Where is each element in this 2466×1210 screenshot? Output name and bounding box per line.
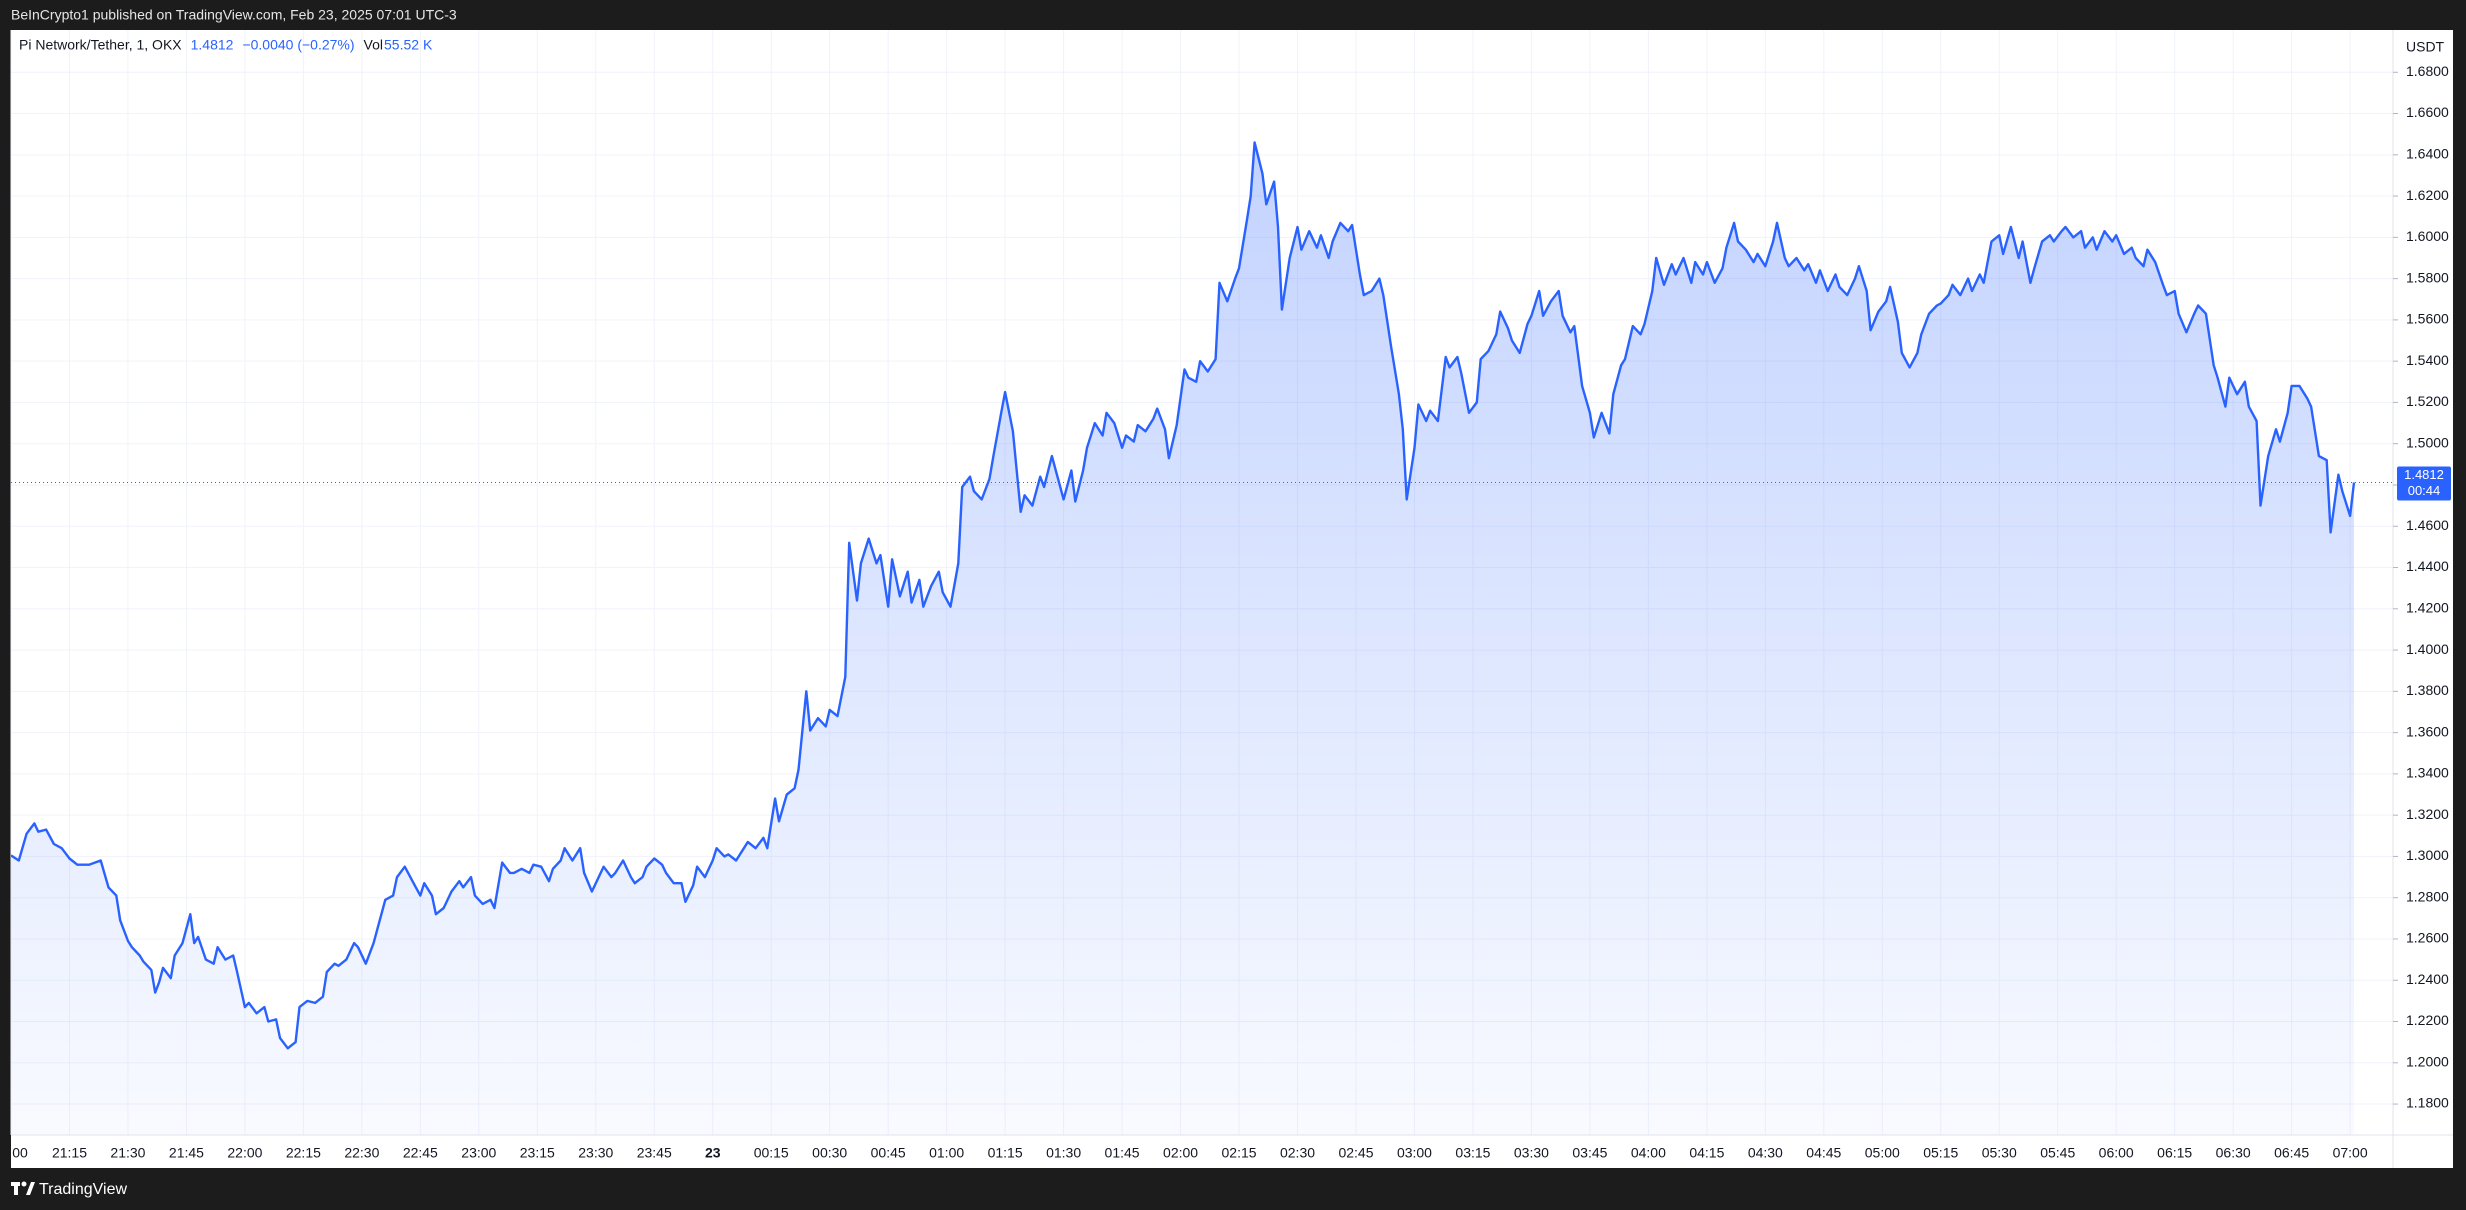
x-tick-label: 22:00: [227, 1145, 262, 1161]
y-tick-label: 1.3000: [2406, 847, 2449, 863]
x-tick-label: 04:45: [1806, 1145, 1841, 1161]
x-tick-label: 02:30: [1280, 1145, 1315, 1161]
x-tick-label: 21:15: [52, 1145, 87, 1161]
x-tick-label: 05:15: [1923, 1145, 1958, 1161]
x-tick-label: 04:00: [1631, 1145, 1666, 1161]
x-tick-label: 01:00: [929, 1145, 964, 1161]
axes: 1.1800 1.2000 1.2200 1.2400 1.2600 1.2800 1.30…: [12, 63, 2451, 1161]
x-tick-label: 22:15: [286, 1145, 321, 1161]
x-tick-label: 01:45: [1105, 1145, 1140, 1161]
x-tick-label: 03:00: [1397, 1145, 1432, 1161]
y-tick-label: 1.4200: [2406, 599, 2449, 615]
logo-part: [21, 1181, 27, 1187]
x-tick-label: 23:45: [637, 1145, 672, 1161]
y-tick-label: 1.3800: [2406, 682, 2449, 698]
x-tick-label: 03:45: [1572, 1145, 1607, 1161]
x-tick-label: 23:00: [461, 1145, 496, 1161]
x-tick-label: 03:15: [1455, 1145, 1490, 1161]
x-tick-label: 22:45: [403, 1145, 438, 1161]
x-tick-label: 06:15: [2157, 1145, 2192, 1161]
x-tick-label: 00: [12, 1145, 28, 1161]
legend-volume-label: Vol: [364, 37, 383, 53]
plot: [11, 141, 2393, 1135]
y-tick-label: 1.2600: [2406, 930, 2449, 946]
x-tick-label: 21:45: [169, 1145, 204, 1161]
y-tick-label: 1.1800: [2406, 1095, 2449, 1111]
y-tick-label: 1.2800: [2406, 888, 2449, 904]
x-tick-label: 23: [705, 1145, 721, 1161]
x-tick-label: 05:00: [1865, 1145, 1900, 1161]
x-tick-label: 00:30: [812, 1145, 847, 1161]
last-price-badge: [2397, 466, 2451, 501]
x-tick-label: 06:45: [2274, 1145, 2309, 1161]
x-tick-label: 01:30: [1046, 1145, 1081, 1161]
y-tick-label: 1.6200: [2406, 187, 2449, 203]
last-price-label: 1.4812: [2404, 467, 2444, 482]
x-tick-label: 21:30: [110, 1145, 145, 1161]
logo-part: [26, 1182, 35, 1195]
y-tick-label: 1.6000: [2406, 228, 2449, 244]
y-tick-label: 1.5000: [2406, 434, 2449, 450]
x-tick-label: 04:30: [1748, 1145, 1783, 1161]
x-tick-label: 22:30: [344, 1145, 379, 1161]
y-tick-label: 1.6800: [2406, 63, 2449, 79]
y-tick-label: 1.6400: [2406, 146, 2449, 162]
price-line: [11, 141, 2356, 1050]
x-tick-label: 01:15: [988, 1145, 1023, 1161]
y-tick-label: 1.2400: [2406, 971, 2449, 987]
x-tick-label: 00:15: [754, 1145, 789, 1161]
y-tick-label: 1.5400: [2406, 352, 2449, 368]
x-tick-label: 02:00: [1163, 1145, 1198, 1161]
logo-part: [14, 1182, 18, 1195]
x-tick-label: 05:45: [2040, 1145, 2075, 1161]
x-tick-label: 07:00: [2333, 1145, 2368, 1161]
y-tick-label: 1.3600: [2406, 723, 2449, 739]
y-tick-label: 1.6600: [2406, 104, 2449, 120]
publish-info: BeInCrypto1 published on TradingView.com…: [11, 7, 457, 23]
x-tick-label: 04:15: [1689, 1145, 1724, 1161]
x-tick-label: 05:30: [1982, 1145, 2017, 1161]
y-tick-label: 1.2000: [2406, 1053, 2449, 1069]
brand-logo: [11, 1181, 35, 1195]
y-tick-label: 1.4400: [2406, 558, 2449, 574]
y-tick-label: 1.3400: [2406, 765, 2449, 781]
area-fill: [11, 142, 2354, 1135]
y-tick-label: 1.2200: [2406, 1012, 2449, 1028]
y-tick-label: 1.3200: [2406, 806, 2449, 822]
bar-countdown: 00:44: [2408, 483, 2441, 498]
y-tick-label: 1.4000: [2406, 641, 2449, 657]
x-tick-label: 23:30: [578, 1145, 613, 1161]
x-tick-label: 06:00: [2099, 1145, 2134, 1161]
x-tick-label: 06:30: [2216, 1145, 2251, 1161]
y-tick-label: 1.5800: [2406, 269, 2449, 285]
x-tick-label: 00:45: [871, 1145, 906, 1161]
x-tick-label: 23:15: [520, 1145, 555, 1161]
y-tick-label: 1.5200: [2406, 393, 2449, 409]
currency-label: USDT: [2406, 39, 2445, 55]
x-tick-label: 03:30: [1514, 1145, 1549, 1161]
brand-name: TradingView: [39, 1181, 127, 1198]
legend: Pi Network/Tether, 1, OKX 1.4812 −0.0040…: [19, 37, 433, 53]
y-tick-label: 1.5600: [2406, 311, 2449, 327]
y-tick-label: 1.4600: [2406, 517, 2449, 533]
legend-volume: 55.52 K: [384, 37, 433, 53]
legend-change: −0.0040 (−0.27%): [242, 37, 354, 53]
legend-symbol: Pi Network/Tether, 1, OKX: [19, 37, 182, 53]
legend-last-price: 1.4812: [191, 37, 234, 53]
footer-bar: [0, 1168, 2466, 1210]
x-tick-label: 02:45: [1338, 1145, 1373, 1161]
x-tick-label: 02:15: [1222, 1145, 1257, 1161]
